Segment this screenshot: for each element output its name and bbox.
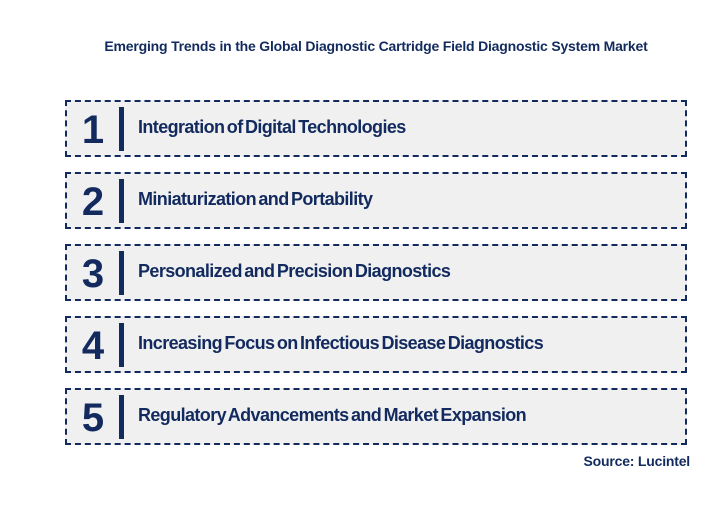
trend-row-4: 4 Increasing Focus on Infectious Disease… <box>65 316 687 373</box>
divider-bar <box>119 106 124 151</box>
trend-number: 4 <box>81 323 105 368</box>
trend-number: 3 <box>81 251 105 296</box>
divider-bar <box>119 394 124 439</box>
trend-row-1: 1 Integration of Digital Technologies <box>65 100 687 157</box>
trend-label: Personalized and Precision Diagnostics <box>138 261 451 281</box>
trend-list: 1 Integration of Digital Technologies 2 … <box>65 100 687 460</box>
trend-label: Increasing Focus on Infectious Disease D… <box>138 333 544 353</box>
trend-label: Miniaturization and Portability <box>138 189 373 209</box>
trend-number: 2 <box>81 179 105 224</box>
trend-row-2: 2 Miniaturization and Portability <box>65 172 687 229</box>
trend-number: 5 <box>81 395 105 440</box>
divider-bar <box>119 178 124 223</box>
trend-label: Regulatory Advancements and Market Expan… <box>138 405 527 425</box>
divider-bar <box>119 322 124 367</box>
divider-bar <box>119 250 124 295</box>
trend-label: Integration of Digital Technologies <box>138 117 406 137</box>
source-attribution: Source: Lucintel <box>583 453 691 469</box>
page-title: Emerging Trends in the Global Diagnostic… <box>104 38 648 54</box>
trend-row-5: 5 Regulatory Advancements and Market Exp… <box>65 388 687 445</box>
trend-row-3: 3 Personalized and Precision Diagnostics <box>65 244 687 301</box>
trend-number: 1 <box>81 107 105 152</box>
